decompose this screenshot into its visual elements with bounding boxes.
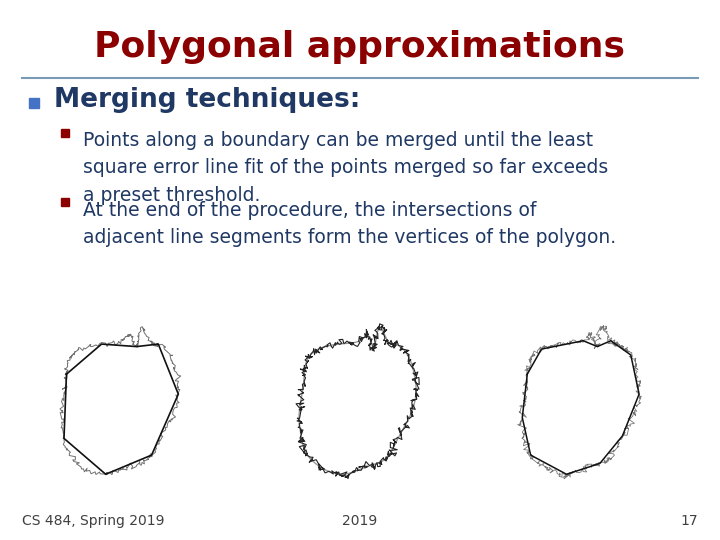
Bar — [61, 198, 69, 206]
Text: 2019: 2019 — [343, 514, 377, 528]
Text: Merging techniques:: Merging techniques: — [54, 87, 361, 113]
Bar — [61, 129, 69, 137]
Bar — [29, 98, 39, 108]
Text: Polygonal approximations: Polygonal approximations — [94, 30, 626, 64]
Text: CS 484, Spring 2019: CS 484, Spring 2019 — [22, 514, 164, 528]
Text: At the end of the procedure, the intersections of
adjacent line segments form th: At the end of the procedure, the interse… — [83, 201, 616, 247]
Text: Points along a boundary can be merged until the least
square error line fit of t: Points along a boundary can be merged un… — [83, 131, 608, 205]
Text: 17: 17 — [681, 514, 698, 528]
